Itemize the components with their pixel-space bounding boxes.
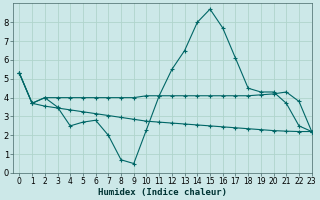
X-axis label: Humidex (Indice chaleur): Humidex (Indice chaleur) <box>98 188 227 197</box>
